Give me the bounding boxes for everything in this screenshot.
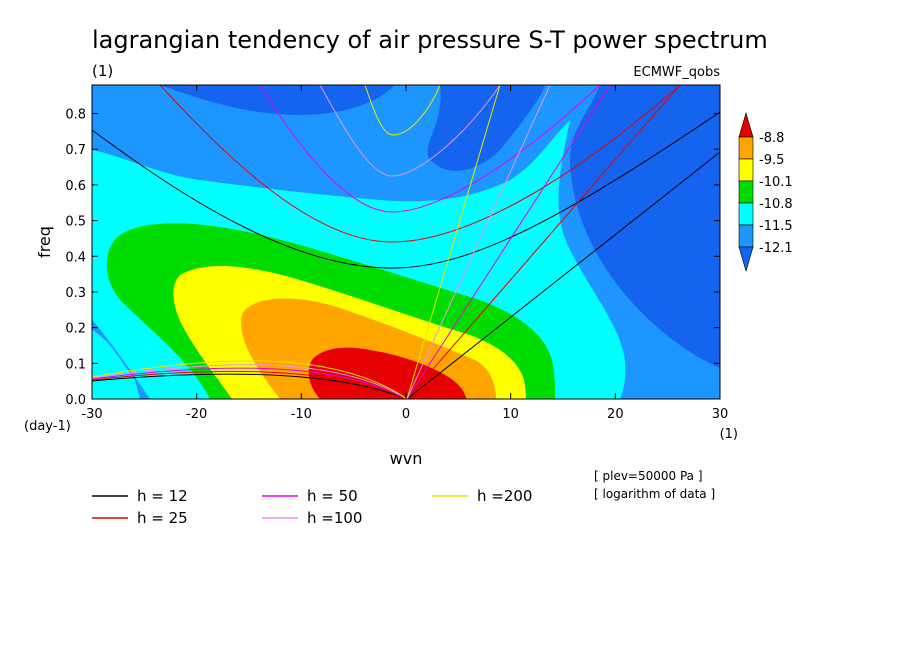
colorbar-swatch (738, 180, 754, 204)
annotation-logarithm: [ logarithm of data ] (594, 487, 715, 501)
curve-h25-kelvin (406, 85, 681, 399)
legend-label: h = 12 (137, 487, 188, 505)
dispersion-curves (92, 85, 720, 399)
y-axis-label: freq (35, 226, 54, 258)
x-tick-label: 10 (502, 407, 519, 422)
colorbar-swatch (738, 158, 754, 182)
curve-h100-rossby (92, 364, 408, 399)
legend-label: h = 25 (137, 509, 188, 527)
legend-label: h = 50 (307, 487, 358, 505)
colorbar-swatch (738, 224, 754, 248)
x-tick-label: -30 (81, 407, 102, 422)
legend: h = 12 h = 25 h = 50 h =100 h =200 (92, 487, 532, 527)
annotation-plev: [ plev=50000 Pa ] (594, 469, 703, 483)
colorbar-label: -10.8 (759, 197, 793, 212)
colorbar-label: -10.1 (759, 175, 793, 190)
colorbar-label: -11.5 (759, 219, 793, 234)
y-unit-label: (day-1) (24, 419, 71, 434)
y-tick-label: 0.7 (65, 143, 86, 158)
curve-h200-wig (364, 85, 441, 136)
curve-h25-wig (159, 85, 681, 243)
y-tick-label: 0.8 (65, 108, 86, 123)
colorbar-swatch (738, 136, 754, 160)
curve-h50-rossby (92, 367, 408, 399)
y-tick-label: 0.3 (65, 286, 86, 301)
colorbar-label: -9.5 (759, 153, 784, 168)
curve-h50-wig (259, 85, 601, 213)
x-tick-label: -20 (186, 407, 207, 422)
curve-h12-rossby (92, 373, 408, 399)
x-axis-label: wvn (390, 449, 423, 468)
x-tick-label: 20 (607, 407, 624, 422)
colorbar-swatch (738, 202, 754, 226)
chart-subtitle-left: (1) (92, 62, 113, 80)
chart-title: lagrangian tendency of air pressure S-T … (92, 26, 768, 54)
x-tick-label: 30 (712, 407, 729, 422)
x-axis: -30 -20 -10 0 10 20 30 (81, 85, 728, 422)
legend-label: h =200 (477, 487, 532, 505)
heatmap-area (92, 85, 720, 399)
y-tick-label: 0.1 (65, 357, 86, 372)
curve-h12-kelvin (406, 151, 720, 399)
y-tick-label: 0.4 (65, 250, 86, 265)
chart-subtitle-right: ECMWF_qobs (633, 65, 720, 80)
x-tick-label: -10 (291, 407, 312, 422)
colorbar-arrow-top (738, 111, 754, 138)
y-tick-label: 0.0 (65, 393, 86, 408)
y-tick-label: 0.2 (65, 322, 86, 337)
curve-h100-kelvin (406, 85, 551, 399)
x-tick-label: 0 (402, 407, 410, 422)
x-unit-label: (1) (720, 427, 738, 442)
curve-h100-wig (319, 85, 501, 177)
contour-fill-red (308, 347, 466, 399)
legend-label: h =100 (307, 509, 362, 527)
y-tick-label: 0.6 (65, 179, 86, 194)
colorbar: -8.8 -9.5 -10.1 -10.8 -11.5 -12.1 (738, 111, 793, 273)
colorbar-arrow-bottom (738, 246, 754, 273)
curve-h50-kelvin (406, 85, 611, 399)
curve-h200-rossby (92, 360, 408, 399)
colorbar-label: -8.8 (759, 131, 784, 146)
curve-h200-kelvin (406, 85, 501, 399)
colorbar-label: -12.1 (759, 241, 793, 256)
curve-h12-wig (92, 111, 720, 269)
y-tick-label: 0.5 (65, 215, 86, 230)
curve-h25-rossby (92, 370, 408, 399)
y-axis: 0.0 0.1 0.2 0.3 0.4 0.5 0.6 0.7 0.8 (65, 108, 720, 408)
